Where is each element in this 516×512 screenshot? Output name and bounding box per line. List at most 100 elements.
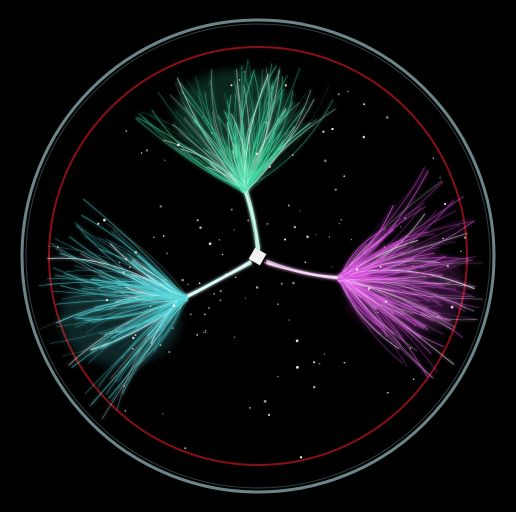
sparkle [243,71,246,73]
sparkle [221,253,224,256]
sparkle [318,362,321,365]
filament-strand [181,91,244,191]
sparkle [442,237,444,240]
sparkle [362,135,366,139]
sparkle [247,219,250,222]
branch-top [135,59,336,252]
filament-strand [56,300,183,327]
sparkle [432,157,435,159]
sparkle [171,327,174,330]
filament-strand [142,116,243,190]
filament-strand [50,297,186,344]
filament-strand [53,290,187,299]
filament-strand [338,279,455,328]
sparkle [132,336,135,340]
sparkle [460,250,462,253]
filament-strand [342,200,454,277]
sparkle [118,261,121,264]
sparkle [124,410,127,412]
filament-strand [244,126,296,192]
sparkles [56,71,467,459]
sparkle [244,297,246,299]
sparkle [149,305,152,307]
sparkle [124,257,128,261]
sparkle [313,361,316,364]
filament-strand [52,267,188,298]
sparkle [159,205,163,208]
filament-strand [342,278,388,303]
sparkle [464,236,467,239]
sparkle [267,413,271,417]
filament-strand [50,242,183,301]
filament-strand [342,224,461,280]
sparkle [287,204,290,207]
sparkle [334,188,337,191]
sparkle [443,202,447,206]
sparkle [315,234,317,236]
filament-strand [234,81,247,192]
sparkle [343,361,346,364]
sparkle [376,311,379,314]
sparkle [153,236,155,238]
filament-strand [147,298,187,355]
inner-ring [48,46,468,466]
sparkle [280,282,284,285]
sparkle [255,152,258,155]
sparkle [263,399,267,403]
sparkle [199,226,202,229]
filament-strand [340,223,397,281]
filament-strand [83,293,188,305]
filament-strand [112,245,187,301]
sparkle [322,130,325,133]
filament-strand [339,275,418,352]
sparkle [230,208,233,211]
filament-strand [340,279,382,329]
sparkle [268,141,271,143]
sparkle [208,307,210,309]
sparkle [168,351,171,353]
sparkle [299,210,301,212]
filament-strand [338,206,426,281]
sparkle [412,378,415,381]
sparkle [296,366,299,369]
sparkle [412,265,414,267]
filament-strand [97,299,184,390]
sparkle [184,447,187,450]
outer-ring [20,18,496,494]
filament-strand [341,239,402,277]
sparkle [125,130,128,132]
sparkle [122,271,126,274]
sparkle [202,116,204,118]
sparkle [295,339,299,343]
sparkle [218,239,221,241]
sparkle [166,252,168,255]
filament-strand [244,69,280,189]
filament-strand [267,261,339,280]
filament-strand [90,298,186,355]
filament-strand [338,274,378,310]
sparkle [162,235,165,237]
filament-strand [105,222,188,297]
sparkle [347,90,349,93]
sparkle [446,264,449,268]
sparkle [355,268,359,271]
filament-strand [122,252,183,301]
sparkle [164,279,167,281]
sparkle [386,391,389,394]
branch-right [264,167,483,379]
sparkle [363,103,366,106]
filament-strand [244,190,258,249]
sparkle [187,283,189,285]
sparkle [283,238,287,241]
sparkle [323,159,327,163]
filament-strand [186,80,247,188]
sparkle [129,266,131,269]
filament-strand [342,173,429,277]
filament-strand [339,279,406,343]
filament-strand [193,120,243,192]
filament-strand [266,263,339,278]
sparkle [331,266,333,268]
sparkle [219,299,222,302]
sparkle [277,375,279,378]
filament-strand [342,279,433,378]
